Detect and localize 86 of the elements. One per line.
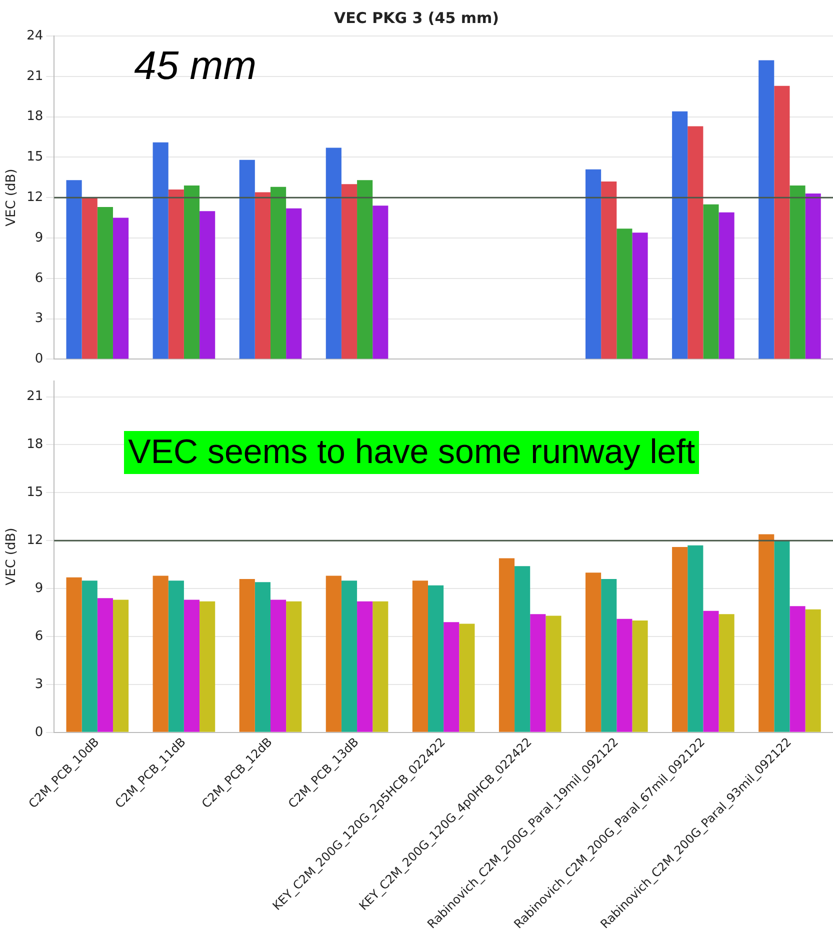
bar [326,576,342,732]
bar [341,580,358,732]
bar [326,148,342,359]
bar [286,208,302,359]
bar [97,598,113,732]
bar [498,558,515,732]
bar [66,180,82,359]
bar [112,218,129,359]
bar [428,585,444,732]
bar [152,576,168,732]
bar [372,206,388,359]
y-tick-label: 6 [34,270,44,286]
chart-title: VEC PKG 3 (45 mm) [334,8,499,27]
y-tick-label: 15 [26,485,44,500]
bar [270,186,286,359]
bar [790,185,806,359]
bar [239,578,255,732]
bar [585,572,602,732]
y-tick-label: 18 [26,109,44,124]
y-tick-label: 3 [34,311,44,326]
bar [688,126,704,359]
bar [758,534,774,732]
bar [805,194,821,359]
bar [168,190,184,359]
y-tick-label: 6 [34,628,44,644]
bar [632,232,648,359]
y-tick-label: 3 [34,676,44,692]
bar [184,600,200,732]
bar [774,86,790,359]
bar [774,540,790,732]
bar [286,601,302,732]
bar [459,624,475,732]
bar [672,547,688,732]
bar [66,577,82,732]
bar [184,185,200,359]
bar [200,601,216,732]
bar [82,580,98,732]
bar [718,212,734,359]
bar [341,184,358,359]
bar [357,601,373,732]
y-tick-label: 9 [34,230,44,246]
bar [168,580,184,732]
bar [444,622,460,732]
y-tick-label: 18 [26,437,44,452]
bar [616,228,632,359]
bar [412,580,428,732]
bar [270,600,286,732]
bar [616,618,632,732]
bar [239,160,255,359]
y-tick-label: 21 [26,389,44,404]
bar [254,192,270,359]
bar [688,545,704,732]
bar [372,601,388,732]
y-tick-label: 0 [34,352,44,367]
bar [718,614,734,732]
bar [200,211,216,359]
bar [530,614,546,732]
bar [703,610,719,732]
y-tick-label: 15 [26,150,44,165]
bar [152,142,168,359]
bar [82,198,98,359]
annotation: VEC seems to have some runway left [124,430,700,474]
y-axis-title: VEC (dB) [4,528,20,586]
y-tick-label: 12 [26,532,44,548]
bar [601,578,617,732]
y-axis-title: VEC (dB) [4,168,20,226]
bar [254,582,270,732]
bar [112,600,129,732]
y-tick-label: 0 [34,724,44,740]
y-tick-label: 24 [26,28,44,44]
y-tick-label: 12 [26,190,44,205]
bar [632,620,648,732]
bar [601,181,617,359]
bar [357,180,373,359]
annotation: 45 mm [134,44,256,89]
bar [97,207,113,359]
bar [585,169,602,359]
bar [672,111,688,359]
bar [546,616,562,732]
bar [790,606,806,732]
bar [703,204,719,359]
bar [805,609,821,732]
bar [758,60,774,359]
bar [514,566,530,732]
y-tick-label: 21 [26,68,44,84]
y-tick-label: 9 [34,580,44,596]
